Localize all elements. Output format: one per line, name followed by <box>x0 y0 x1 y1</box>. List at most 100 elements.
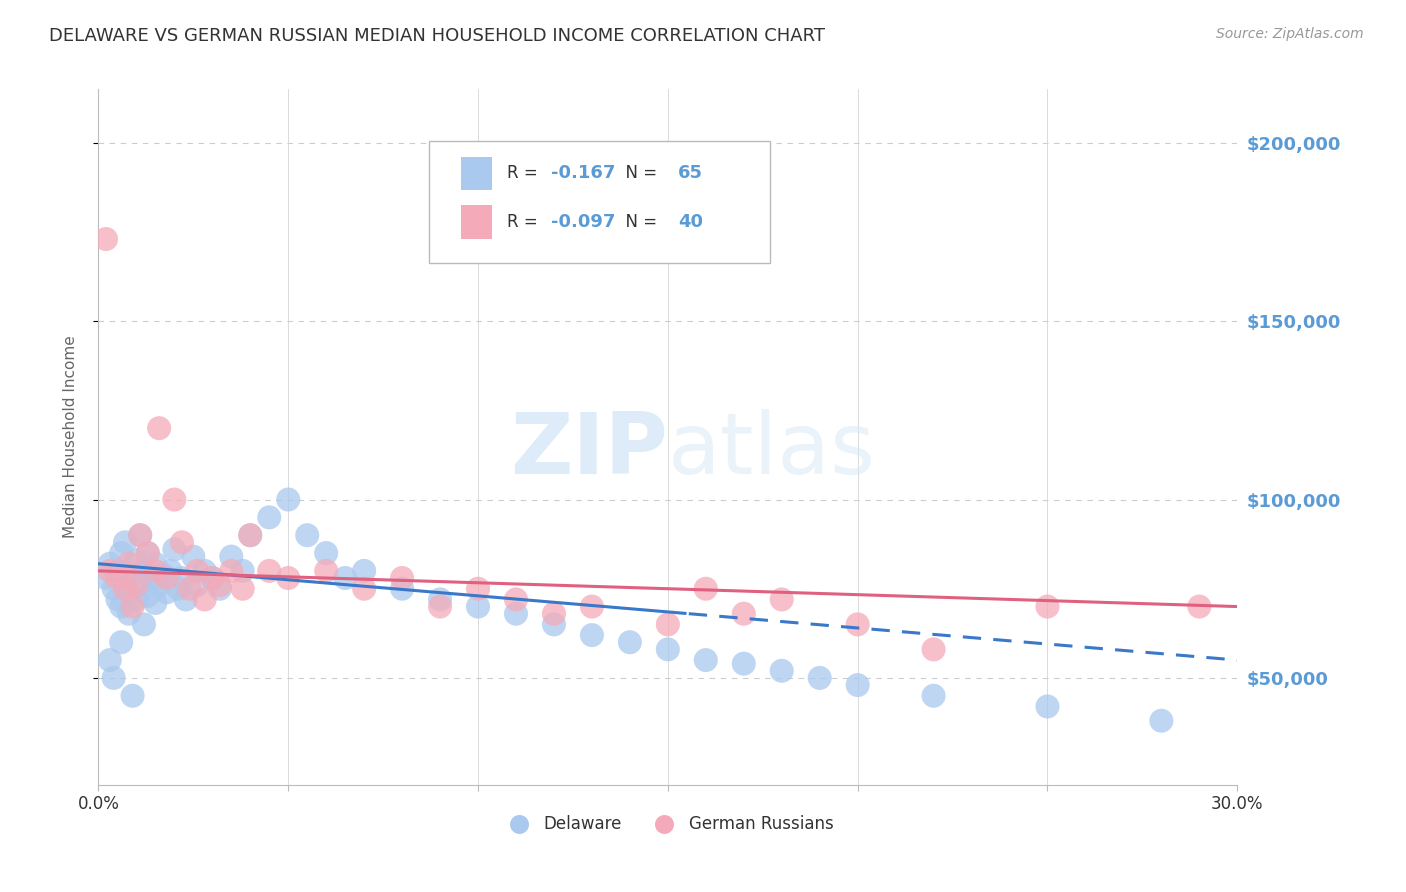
Point <box>733 607 755 621</box>
Point <box>1036 599 1059 614</box>
Point <box>297 528 319 542</box>
Point <box>98 564 121 578</box>
Point <box>163 492 186 507</box>
Point <box>221 549 243 564</box>
Point <box>467 599 489 614</box>
Point <box>277 571 299 585</box>
Point <box>315 564 337 578</box>
Point <box>107 592 129 607</box>
Point <box>391 571 413 585</box>
Point <box>353 582 375 596</box>
Point <box>619 635 641 649</box>
Point <box>94 232 117 246</box>
Point <box>170 571 193 585</box>
Point <box>98 653 121 667</box>
Point <box>315 546 337 560</box>
Point <box>429 592 451 607</box>
Point <box>221 564 243 578</box>
Point <box>110 635 132 649</box>
Text: R =: R = <box>508 213 543 231</box>
Point <box>353 564 375 578</box>
Point <box>581 599 603 614</box>
Bar <box>461 157 492 190</box>
Point <box>145 557 167 571</box>
Y-axis label: Median Household Income: Median Household Income <box>63 335 77 539</box>
Point <box>657 642 679 657</box>
Point <box>174 592 197 607</box>
Point <box>259 564 281 578</box>
Point <box>121 689 143 703</box>
Point <box>118 607 141 621</box>
Text: -0.167: -0.167 <box>551 164 614 182</box>
Text: -0.097: -0.097 <box>551 213 614 231</box>
Point <box>208 578 231 592</box>
Point <box>239 528 262 542</box>
Point <box>110 546 132 560</box>
Point <box>335 571 357 585</box>
Point <box>657 617 679 632</box>
Point <box>110 599 132 614</box>
FancyBboxPatch shape <box>429 141 770 263</box>
Point <box>505 607 527 621</box>
Point <box>543 607 565 621</box>
Point <box>846 678 869 692</box>
Point <box>770 592 793 607</box>
Bar <box>461 205 492 239</box>
Point <box>186 578 208 592</box>
Point <box>145 596 167 610</box>
Point <box>148 421 170 435</box>
Point <box>98 557 121 571</box>
Point <box>107 564 129 578</box>
Text: 40: 40 <box>678 213 703 231</box>
Point <box>922 642 945 657</box>
Point <box>129 528 152 542</box>
Point <box>114 535 136 549</box>
Point <box>103 671 125 685</box>
Point <box>183 549 205 564</box>
Text: Source: ZipAtlas.com: Source: ZipAtlas.com <box>1216 27 1364 41</box>
Point <box>103 582 125 596</box>
Point <box>129 578 152 592</box>
Point <box>136 589 159 603</box>
Point <box>467 582 489 596</box>
Point <box>94 571 117 585</box>
Point <box>194 592 217 607</box>
Point <box>232 564 254 578</box>
Point <box>543 617 565 632</box>
Point <box>695 653 717 667</box>
Point <box>505 592 527 607</box>
Point <box>695 582 717 596</box>
Point <box>581 628 603 642</box>
Point <box>429 599 451 614</box>
Point <box>846 617 869 632</box>
Point <box>148 578 170 592</box>
Point <box>186 564 208 578</box>
Point <box>808 671 831 685</box>
Point <box>129 528 152 542</box>
Point <box>194 564 217 578</box>
Point <box>114 578 136 592</box>
Point <box>163 542 186 557</box>
Point <box>277 492 299 507</box>
Point <box>159 564 181 578</box>
Point <box>201 571 224 585</box>
Point <box>107 571 129 585</box>
Text: atlas: atlas <box>668 409 876 492</box>
Point <box>118 585 141 599</box>
Text: 65: 65 <box>678 164 703 182</box>
Point <box>1150 714 1173 728</box>
Text: R =: R = <box>508 164 543 182</box>
Point <box>125 578 148 592</box>
Point <box>125 553 148 567</box>
Text: ZIP: ZIP <box>510 409 668 492</box>
Point <box>121 599 143 614</box>
Point <box>770 664 793 678</box>
Point <box>922 689 945 703</box>
Text: N =: N = <box>616 164 662 182</box>
Point <box>156 585 179 599</box>
Legend: Delaware, German Russians: Delaware, German Russians <box>495 808 841 839</box>
Point <box>179 582 201 596</box>
Point <box>391 582 413 596</box>
Point <box>145 564 167 578</box>
Point <box>167 582 190 596</box>
